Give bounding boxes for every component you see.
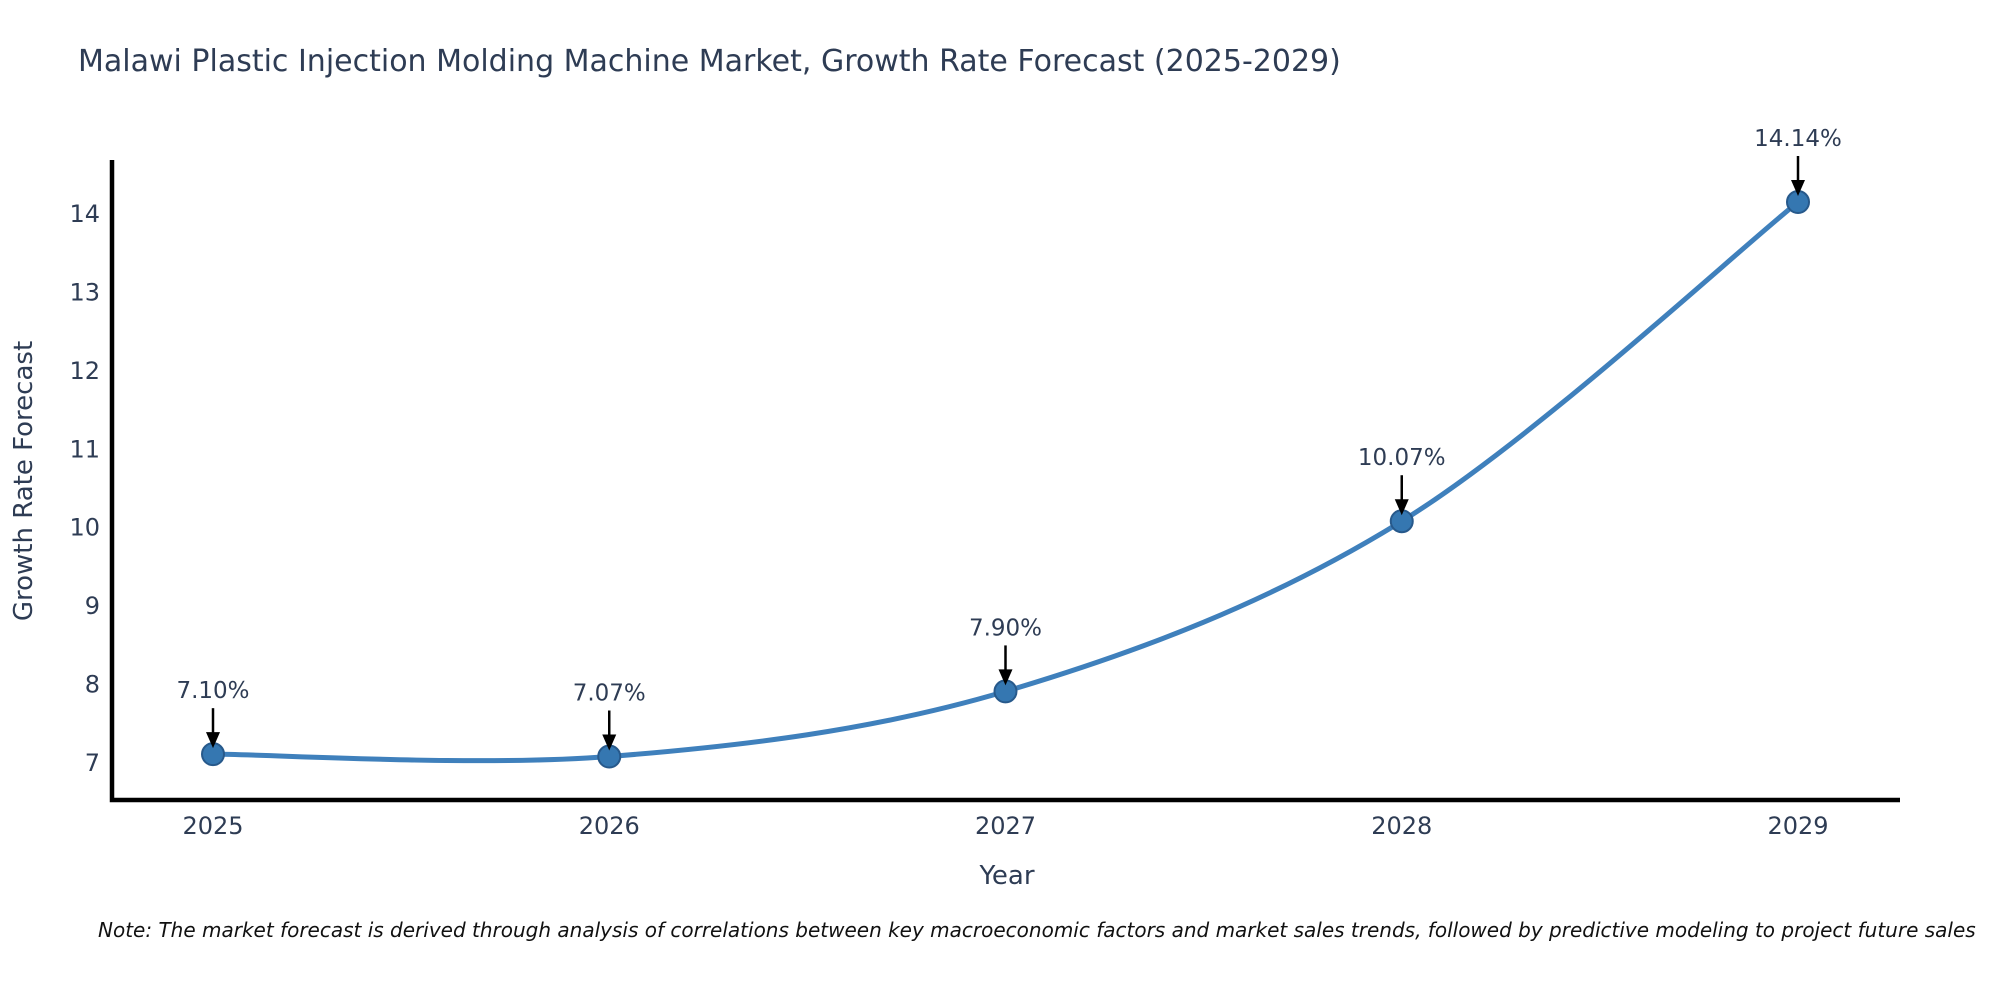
x-tick-label: 2028 <box>1371 812 1432 840</box>
x-tick-label: 2026 <box>579 812 640 840</box>
data-point-label: 10.07% <box>1358 445 1446 471</box>
x-tick-label: 2029 <box>1767 812 1828 840</box>
x-tick-label: 2025 <box>182 812 243 840</box>
y-tick-label: 13 <box>69 278 100 306</box>
x-axis-label: Year <box>979 861 1035 891</box>
data-point-label: 7.90% <box>969 615 1042 641</box>
data-point-label: 7.07% <box>573 681 646 707</box>
y-tick-label: 7 <box>85 749 100 777</box>
y-tick-label: 14 <box>69 200 100 228</box>
annotation-arrowhead-icon <box>1394 499 1409 516</box>
y-tick-label: 8 <box>85 671 100 699</box>
y-tick-label: 12 <box>69 357 100 385</box>
y-tick-label: 11 <box>69 435 100 463</box>
data-point-label: 7.10% <box>176 678 249 704</box>
y-tick-label: 9 <box>85 592 100 620</box>
x-tick-label: 2027 <box>975 812 1036 840</box>
annotation-arrowhead-icon <box>1791 180 1805 197</box>
axis-spines <box>109 160 1900 803</box>
chart-title: Malawi Plastic Injection Molding Machine… <box>78 44 1341 79</box>
annotation-arrowhead-icon <box>206 732 220 749</box>
annotation-arrowhead-icon <box>602 734 617 751</box>
annotation-arrowhead-icon <box>998 669 1013 686</box>
data-point-label: 14.14% <box>1754 126 1842 152</box>
note-text: Note: The market forecast is derived thr… <box>98 918 1976 942</box>
y-tick-label: 10 <box>69 514 100 542</box>
